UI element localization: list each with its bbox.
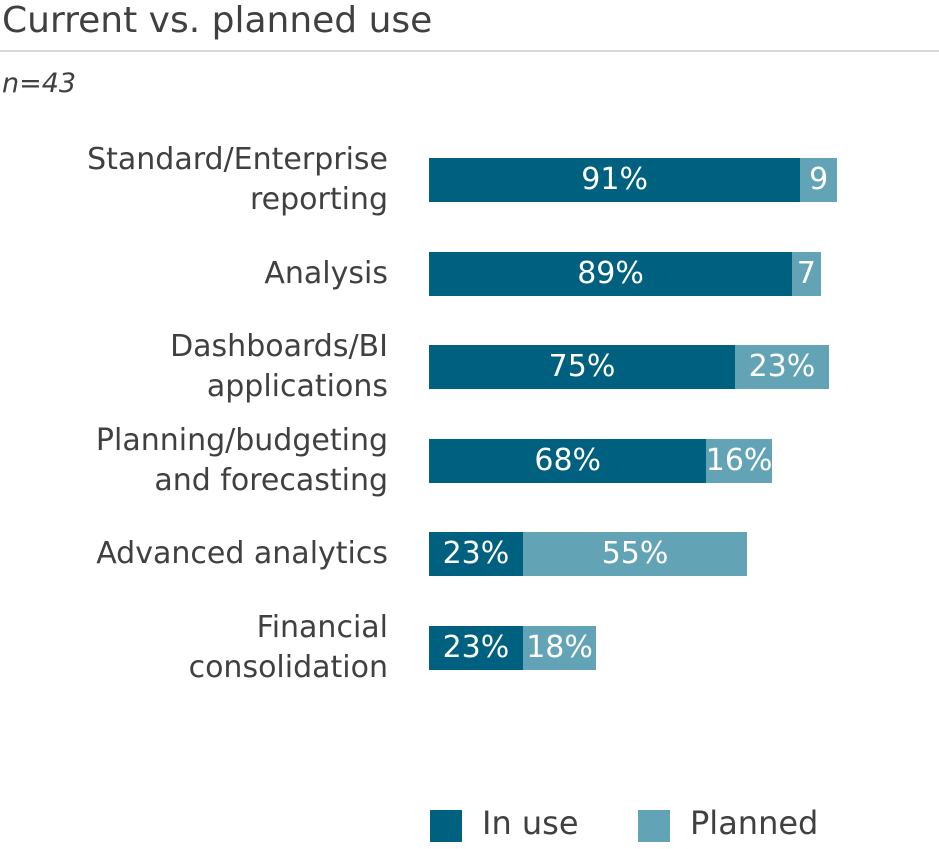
bar-segment	[800, 158, 837, 202]
value-label: 89%	[577, 255, 644, 291]
legend-swatch	[430, 810, 462, 842]
value-label: 68%	[534, 442, 602, 478]
value-label: 91%	[581, 162, 648, 197]
value-label: 18%	[526, 630, 593, 665]
bar-segment	[735, 345, 829, 390]
value-label: 23%	[748, 349, 816, 385]
value-label: 23%	[442, 536, 510, 572]
bar-segment	[522, 532, 748, 577]
category-label: Dashboards/BI applications	[170, 329, 388, 405]
category-label: Advanced analytics	[96, 536, 388, 572]
category-label: Analysis	[264, 255, 388, 291]
bar-segment	[706, 438, 772, 483]
bar-segment	[429, 251, 793, 296]
legend-label: In use	[482, 804, 579, 842]
chart-title: Current vs. planned use	[2, 0, 433, 41]
category-label: Financial consolidation	[188, 610, 388, 685]
bar-segment	[522, 626, 597, 670]
title-rule	[0, 50, 939, 52]
value-label: 75%	[548, 349, 616, 385]
legend-swatch	[638, 810, 670, 842]
value-label: 7	[796, 255, 816, 291]
bar-segment	[429, 345, 735, 390]
value-label: 9	[809, 162, 829, 197]
category-label: Standard/Enterprise reporting	[87, 142, 388, 217]
category-label: Planning/budgeting and forecasting	[95, 422, 388, 498]
bar-segment	[429, 438, 707, 483]
bar-segment	[792, 251, 821, 296]
value-label: 23%	[442, 630, 510, 665]
bar-segment	[429, 532, 523, 577]
legend-label: Planned	[690, 804, 819, 842]
value-label: 16%	[705, 442, 773, 478]
value-label: 55%	[601, 536, 669, 572]
bar-segment	[429, 626, 523, 670]
bar-segment	[429, 158, 801, 202]
subtitle: n=43	[2, 68, 77, 99]
